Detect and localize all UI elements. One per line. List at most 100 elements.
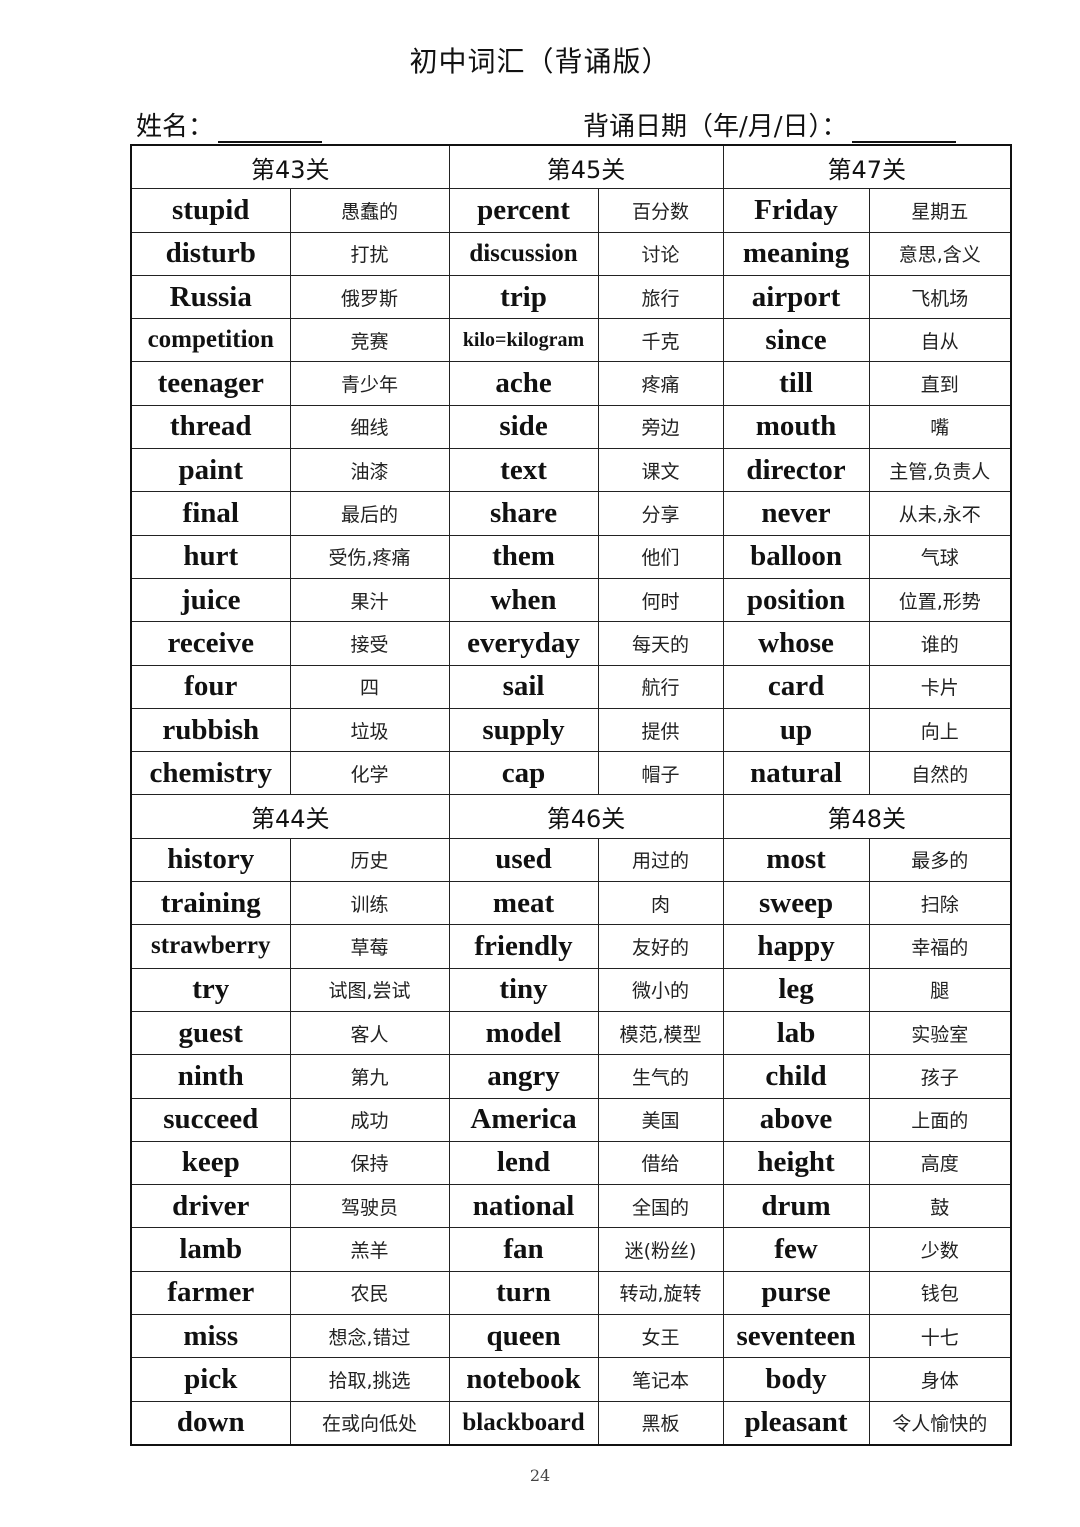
level-header: 第45关 <box>448 144 724 190</box>
english-word: blackboard <box>448 1400 599 1446</box>
chinese-meaning: 青少年 <box>289 361 450 406</box>
english-word: whose <box>722 621 870 666</box>
english-word: seventeen <box>722 1314 870 1359</box>
english-word: stupid <box>130 188 291 233</box>
table-row: receive 接受 everyday 每天的 whose 谁的 <box>130 621 1012 666</box>
chinese-meaning: 接受 <box>289 621 450 666</box>
name-label: 姓名： <box>136 112 215 142</box>
english-word: never <box>722 491 870 536</box>
chinese-meaning: 试图,尝试 <box>289 967 450 1012</box>
table-row: succeed 成功 America 美国 above 上面的 <box>130 1097 1012 1142</box>
table-row: paint 油漆 text 课文 director 主管,负责人 <box>130 448 1012 493</box>
english-word: child <box>722 1054 870 1099</box>
chinese-meaning: 鼓 <box>868 1184 1012 1229</box>
chinese-meaning: 身体 <box>868 1357 1012 1402</box>
chinese-meaning: 气球 <box>868 534 1012 579</box>
chinese-meaning: 最后的 <box>289 491 450 536</box>
english-word: meaning <box>722 231 870 276</box>
chinese-meaning: 幸福的 <box>868 924 1012 969</box>
chinese-meaning: 意思,含义 <box>868 231 1012 276</box>
chinese-meaning: 黑板 <box>597 1400 724 1446</box>
english-word: succeed <box>130 1097 291 1142</box>
english-word: when <box>448 577 599 623</box>
chinese-meaning: 肉 <box>597 881 724 926</box>
chinese-meaning: 受伤,疼痛 <box>289 534 450 579</box>
table-row: miss 想念,错过 queen 女王 seventeen 十七 <box>130 1314 1012 1359</box>
chinese-meaning: 令人愉快的 <box>868 1400 1012 1446</box>
chinese-meaning: 疼痛 <box>597 361 724 406</box>
english-word: thread <box>130 404 291 450</box>
english-word: kilo=kilogram <box>448 318 599 363</box>
english-word: miss <box>130 1314 291 1359</box>
english-word: body <box>722 1357 870 1402</box>
english-word: angry <box>448 1054 599 1099</box>
chinese-meaning: 十七 <box>868 1314 1012 1359</box>
english-word: history <box>130 837 291 883</box>
chinese-meaning: 打扰 <box>289 231 450 276</box>
english-word: down <box>130 1400 291 1446</box>
english-word: turn <box>448 1270 599 1316</box>
table-row: driver 驾驶员 national 全国的 drum 鼓 <box>130 1184 1012 1229</box>
chinese-meaning: 草莓 <box>289 924 450 969</box>
table-row: disturb 打扰 discussion 讨论 meaning 意思,含义 <box>130 231 1012 276</box>
table-row: chemistry 化学 cap 帽子 natural 自然的 <box>130 751 1012 796</box>
english-word: supply <box>448 707 599 753</box>
english-word: tiny <box>448 967 599 1012</box>
english-word: drum <box>722 1184 870 1229</box>
chinese-meaning: 四 <box>289 664 450 709</box>
english-word: receive <box>130 621 291 666</box>
chinese-meaning: 从未,永不 <box>868 491 1012 536</box>
chinese-meaning: 美国 <box>597 1097 724 1142</box>
table-row: four 四 sail 航行 card 卡片 <box>130 664 1012 709</box>
english-word: meat <box>448 881 599 926</box>
chinese-meaning: 分享 <box>597 491 724 536</box>
chinese-meaning: 每天的 <box>597 621 724 666</box>
english-word: them <box>448 534 599 579</box>
level-header: 第43关 <box>130 144 450 190</box>
chinese-meaning: 竞赛 <box>289 318 450 363</box>
english-word: cap <box>448 751 599 796</box>
chinese-meaning: 保持 <box>289 1140 450 1186</box>
english-word: pick <box>130 1357 291 1402</box>
chinese-meaning: 垃圾 <box>289 707 450 753</box>
english-word: share <box>448 491 599 536</box>
chinese-meaning: 农民 <box>289 1270 450 1316</box>
english-word: try <box>130 967 291 1012</box>
english-word: notebook <box>448 1357 599 1402</box>
english-word: everyday <box>448 621 599 666</box>
level-header: 第44关 <box>130 794 450 839</box>
chinese-meaning: 自然的 <box>868 751 1012 796</box>
english-word: fan <box>448 1227 599 1272</box>
table-row: rubbish 垃圾 supply 提供 up 向上 <box>130 707 1012 753</box>
chinese-meaning: 油漆 <box>289 448 450 493</box>
chinese-meaning: 向上 <box>868 707 1012 753</box>
chinese-meaning: 旁边 <box>597 404 724 450</box>
english-word: height <box>722 1140 870 1186</box>
chinese-meaning: 客人 <box>289 1010 450 1056</box>
vocabulary-table: 第43关 第45关 第47关 stupid 愚蠢的 percent 百分数 Friday 星期五… <box>130 144 1013 1446</box>
english-word: mouth <box>722 404 870 450</box>
chinese-meaning: 成功 <box>289 1097 450 1142</box>
chinese-meaning: 友好的 <box>597 924 724 969</box>
table-row: down 在或向低处 blackboard 黑板 pleasant 令人愉快的 <box>130 1400 1012 1446</box>
english-word: above <box>722 1097 870 1142</box>
chinese-meaning: 千克 <box>597 318 724 363</box>
chinese-meaning: 何时 <box>597 577 724 623</box>
chinese-meaning: 钱包 <box>868 1270 1012 1316</box>
date-label: 背诵日期（年/月/日）： <box>583 112 848 142</box>
chinese-meaning: 实验室 <box>868 1010 1012 1056</box>
chinese-meaning: 女王 <box>597 1314 724 1359</box>
english-word: percent <box>448 188 599 233</box>
english-word: happy <box>722 924 870 969</box>
chinese-meaning: 旅行 <box>597 274 724 320</box>
level-header: 第47关 <box>722 144 1012 190</box>
table-row: Russia 俄罗斯 trip 旅行 airport 飞机场 <box>130 274 1012 320</box>
english-word: lab <box>722 1010 870 1056</box>
chinese-meaning: 帽子 <box>597 751 724 796</box>
english-word: director <box>722 448 870 493</box>
english-word: keep <box>130 1140 291 1186</box>
page-title: 初中词汇（背诵版） <box>409 45 671 78</box>
english-word: hurt <box>130 534 291 579</box>
english-word: most <box>722 837 870 883</box>
english-word: driver <box>130 1184 291 1229</box>
